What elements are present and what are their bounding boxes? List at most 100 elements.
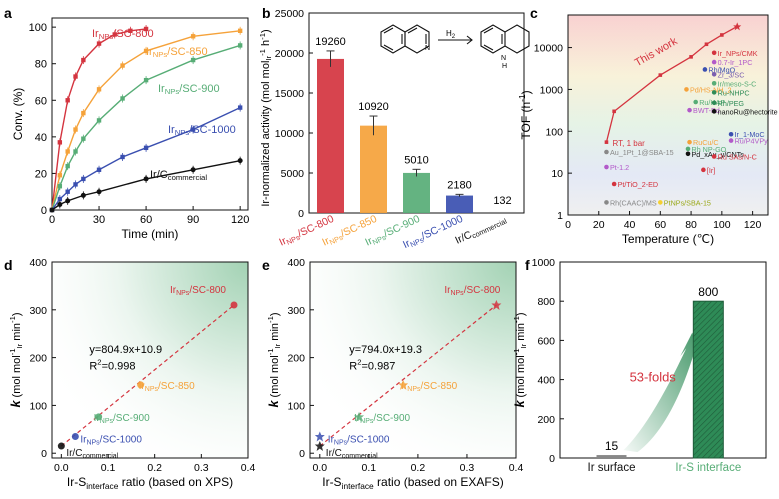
panel-f-category-label-1: Ir-S interface <box>675 462 741 474</box>
panel-c-point-20 <box>611 181 617 187</box>
panel-c-xtick-label: 80 <box>685 219 697 231</box>
panel-e-xlabel-rest: ratio (based on EXAFS) <box>374 475 504 489</box>
panel-letter-a: a <box>4 5 12 21</box>
reaction-reagent: H2 <box>446 29 456 40</box>
panel-a-point <box>65 149 70 154</box>
panel-a-point <box>96 41 102 46</box>
panel-f-ytick-label: 400 <box>537 375 555 387</box>
panel-a-ytick-label: 20 <box>35 168 47 180</box>
panel-f-ylabel-min: min <box>515 323 527 344</box>
panel-e-point-label-2-sub: NPs <box>360 418 374 425</box>
panel-b-ytick-label: 15000 <box>275 88 304 100</box>
panel-c-ylabel: TOF (h-1) <box>517 90 533 139</box>
panel-e-ytick-label: 400 <box>287 257 305 269</box>
panel-c-ytick-label: 1000 <box>540 84 564 96</box>
panel-b-bar-4 <box>489 211 516 213</box>
panel-letter-c: c <box>530 5 538 21</box>
panel-b-ylabel-sup1: -1 <box>258 49 267 56</box>
panel-e-r2-val: =0.987 <box>361 361 395 373</box>
panel-c-point-18 <box>604 164 609 170</box>
panel-b-ylabel: Ir-normalized activity (mol molIr-1 h-1) <box>258 29 273 206</box>
panel-c-ytick-label: 1 <box>557 210 563 222</box>
panel-a-series-label-1: IrNPs/SC-850 <box>146 46 208 59</box>
panel-d-r2-sup: 2 <box>97 358 101 367</box>
panel-e-point-label-3-sub: NPs <box>334 439 348 446</box>
panel-d-xlabel-rest: ratio (based on XPS) <box>118 475 233 489</box>
panel-c-point-label-11: Ir_1-MoC <box>735 130 765 139</box>
panel-a-point <box>81 57 86 63</box>
panel-c-point-1 <box>711 59 717 65</box>
quinoline-pyridine-ring <box>404 24 430 54</box>
panel-c-point-label-15: Pd_xAu_y/CNTs <box>692 150 745 159</box>
panel-d-ytick-label: 300 <box>29 305 47 317</box>
panel-a-ytick-label: 60 <box>35 95 47 107</box>
panel-a-series-label-4-sub: commercial <box>168 173 208 182</box>
panel-f-ylabel: k (mol mol-1Ir min-1) <box>512 312 528 407</box>
panel-c-point-label-19: [Ir] <box>707 166 715 175</box>
panel-a-point <box>237 105 243 110</box>
thq-saturated-ring <box>504 24 530 54</box>
panel-d-point-label-4-sub: commercial <box>82 453 118 460</box>
panel-d-point-label-0-sub: NPs <box>176 290 190 297</box>
panel-a-point <box>57 140 63 145</box>
panel-c-ytick-label: 100 <box>545 126 563 138</box>
panel-e-ylabel-main: (mol mol <box>269 355 281 400</box>
panel-e-ylabel-min: min <box>269 323 281 344</box>
panel-e-point-label-0-main: Ir <box>444 285 451 296</box>
panel-e-ylabel-k: k <box>267 400 281 408</box>
panel-d-point-label-0: IrNPs/SC-800 <box>170 285 226 297</box>
panel-a-point <box>81 176 86 182</box>
panel-a-series-label-3-rest: /SC-1000 <box>189 124 235 136</box>
panel-b-ylabel-end: ) <box>260 29 272 33</box>
panel-c-ylabel-sup: -1 <box>517 94 527 102</box>
panel-c-point-label-9: Rh/PEG <box>718 99 745 108</box>
panel-e-point-label-1-rest: /SC-850 <box>421 381 458 392</box>
panel-d-ylabel-k: k <box>9 400 23 408</box>
panel-b-value-label-2: 5010 <box>404 154 428 166</box>
panel-d-point-label-3: IrNPs/SC-1000 <box>80 434 142 446</box>
panel-a-conversion-chart: 0 20 40 60 80 100 0 30 60 90 120 Time (min) Conv. (%… <box>11 17 249 241</box>
panel-a-point <box>65 189 70 194</box>
panel-a-xtick-label: 120 <box>231 214 249 226</box>
panel-d-frame <box>51 261 249 459</box>
panel-d-r2: R2=0.998 <box>89 358 135 373</box>
panel-a-point <box>190 57 196 63</box>
panel-c-point-9 <box>711 100 717 106</box>
panel-a-point <box>120 154 125 160</box>
panel-d-point-label-2-sub: NPs <box>100 418 114 425</box>
panel-d-ylabel-main: (mol mol <box>11 355 23 400</box>
panel-c-point-4 <box>711 81 717 86</box>
panel-a-ylabel: Conv. (%) <box>11 88 25 140</box>
panel-a-point <box>57 184 63 189</box>
panel-e-xlabel-main: Ir-S <box>322 475 341 489</box>
panel-d-point-label-3-sub: NPs <box>86 439 100 446</box>
panel-d-point-4 <box>57 442 65 450</box>
panel-a-point <box>120 96 125 101</box>
panel-f-ytick-label: 1000 <box>532 257 556 269</box>
panel-d-xtick-label: 0.0 <box>54 462 69 474</box>
panel-c-ylabel-end: ) <box>519 90 533 94</box>
panel-d-point-label-3-rest: /SC-1000 <box>100 434 143 445</box>
panel-d-ytick-label: 200 <box>29 353 47 365</box>
panel-d-ytick-label: 100 <box>29 400 47 412</box>
panel-c-point-14 <box>685 146 691 152</box>
panel-b-value-label-0: 19260 <box>315 36 346 48</box>
panel-a-point <box>96 87 102 92</box>
panel-a-ytick-label: 80 <box>35 59 47 71</box>
panel-a-point <box>57 202 63 208</box>
panel-a-point <box>73 127 78 132</box>
panel-c-this-work-point <box>658 73 663 77</box>
panel-a-point <box>143 48 149 54</box>
panel-f-fold-annotation: 53-folds <box>630 370 677 385</box>
panel-letter-d: d <box>4 257 13 273</box>
panel-c-point-label-16: Ru SAs/N-C <box>718 152 757 161</box>
panel-a-series-label-1-rest: /SC-850 <box>167 46 207 58</box>
panel-d-point-0 <box>230 301 238 309</box>
panel-f-ylabel-sup2: -1 <box>512 316 521 323</box>
panel-a-series-label-2-rest: /SC-900 <box>179 83 219 95</box>
panel-c-this-work-point <box>612 109 616 114</box>
panel-e-point-2 <box>354 411 365 422</box>
panel-c-point-12 <box>728 138 734 143</box>
